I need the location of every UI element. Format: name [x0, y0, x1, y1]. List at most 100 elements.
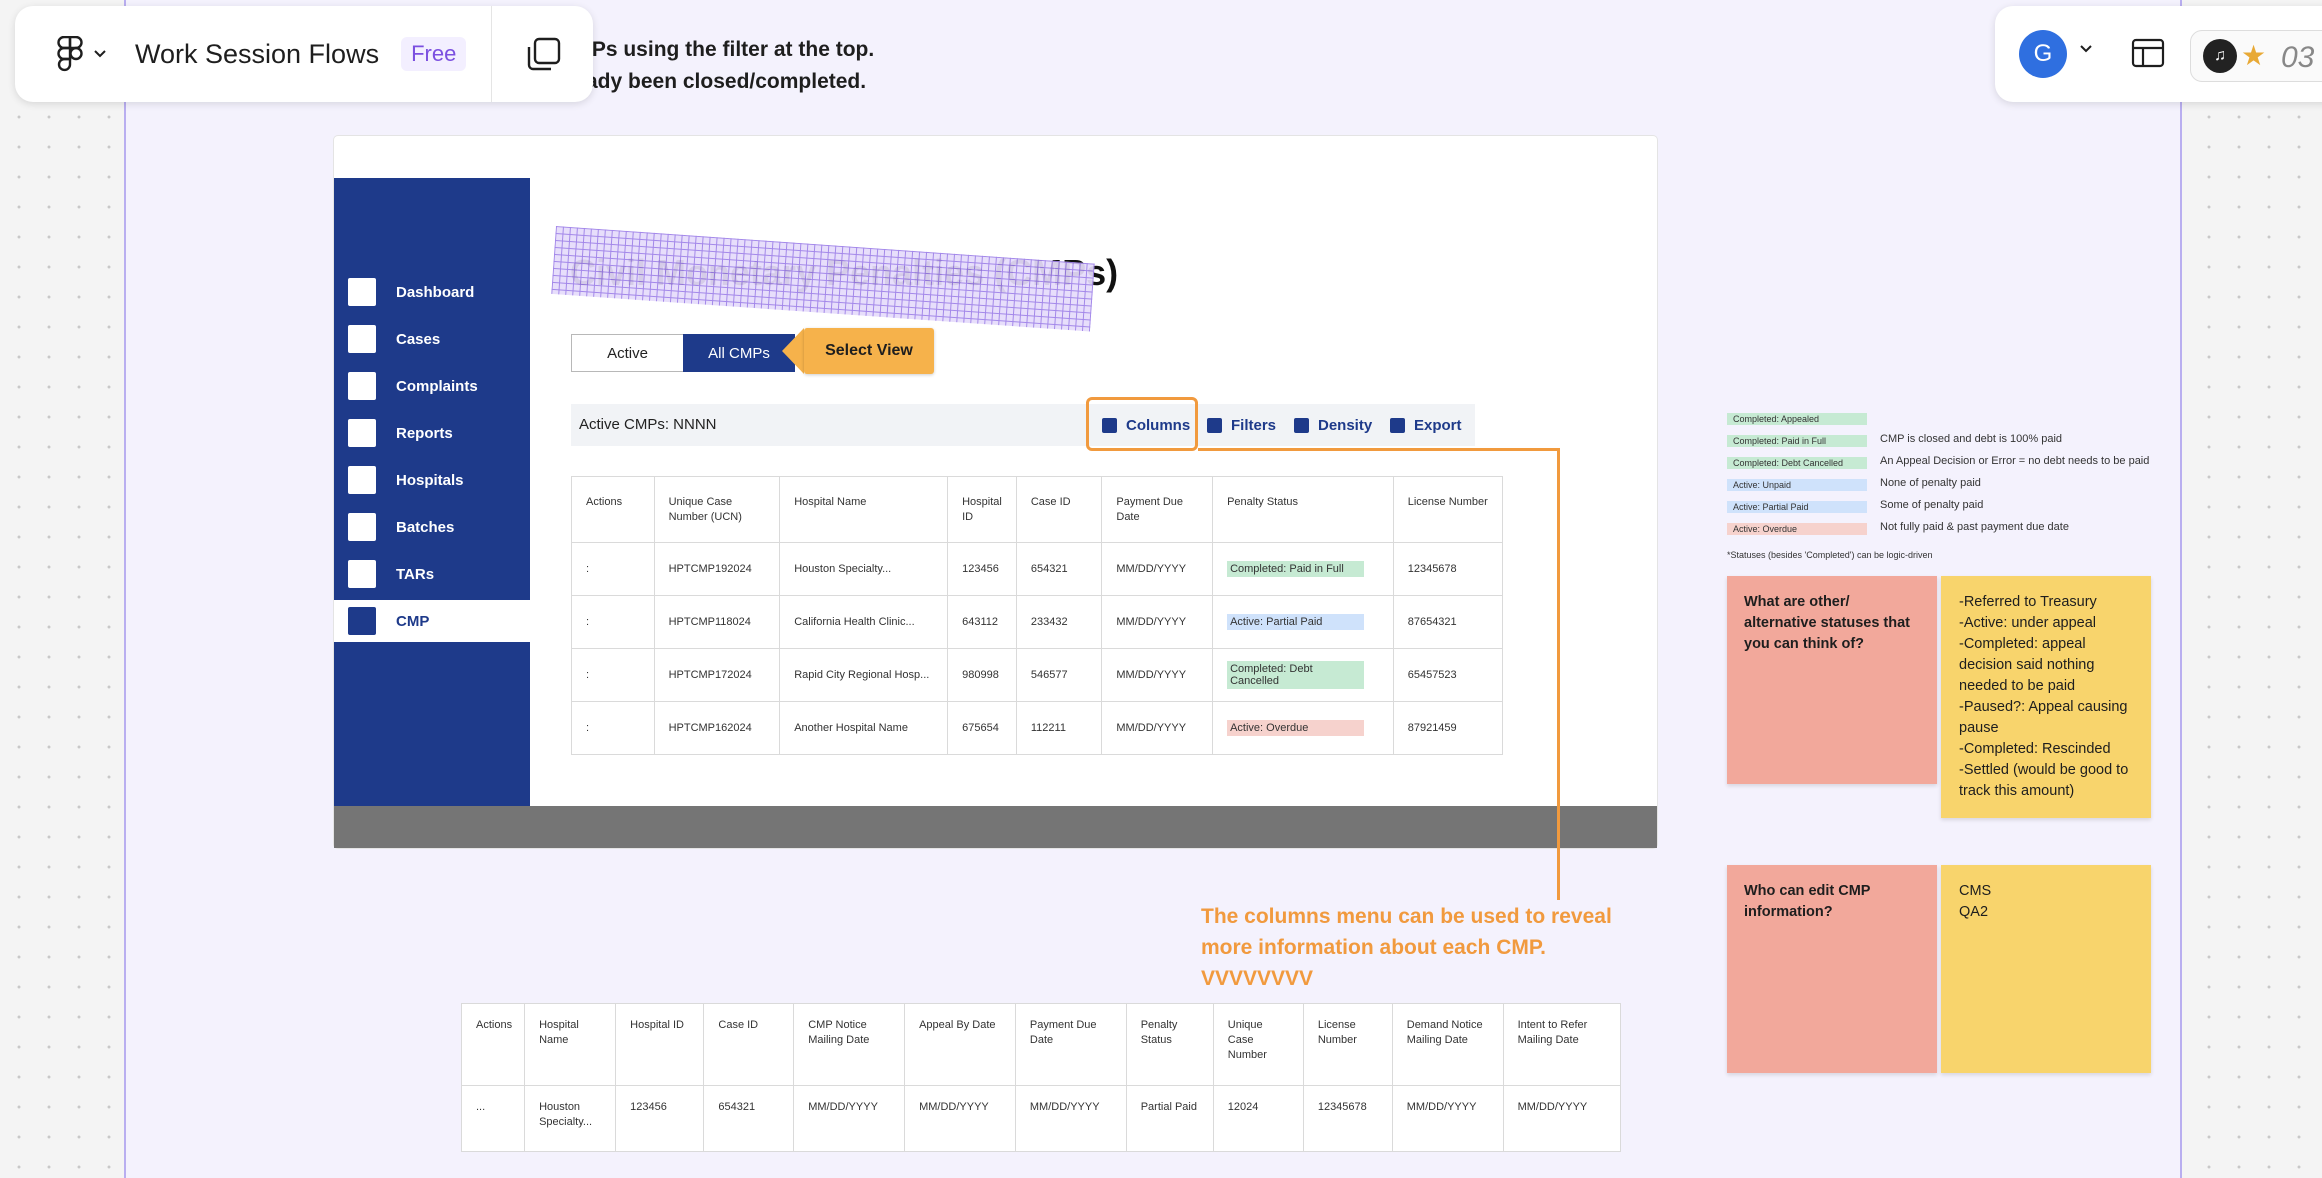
table-row[interactable]: : HPTCMP118024 California Health Clinic.…: [571, 595, 1504, 649]
columns-icon: [1102, 417, 1117, 433]
callout-arrow: [782, 328, 804, 374]
table-cell: Partial Paid: [1125, 1085, 1214, 1152]
case-id-cell: 654321: [1015, 542, 1103, 596]
filters-button[interactable]: Filters: [1207, 404, 1276, 446]
column-header[interactable]: Hospital ID: [615, 1003, 705, 1086]
table-row[interactable]: ... Houston Specialty... 123456 654321 M…: [460, 1085, 1622, 1152]
user-avatar[interactable]: G: [2019, 30, 2067, 78]
legend-chip: Completed: Debt Cancelled: [1727, 457, 1867, 469]
row-actions-menu[interactable]: :: [571, 595, 655, 649]
export-button[interactable]: Export: [1390, 404, 1462, 446]
column-header[interactable]: Case ID: [1015, 476, 1103, 543]
row-actions-menu[interactable]: ...: [460, 1085, 526, 1152]
sticky-note-answer[interactable]: -Referred to Treasury -Active: under app…: [1941, 576, 2151, 818]
app-footer-bar: [334, 806, 1657, 848]
file-title[interactable]: Work Session Flows: [135, 38, 380, 69]
sidebar-item-cases[interactable]: Cases: [334, 318, 530, 360]
column-header[interactable]: Unique Case Number: [1212, 1003, 1304, 1086]
sidebar-item-cmp[interactable]: CMP: [334, 600, 530, 642]
hospitals-icon: [348, 466, 376, 494]
column-header[interactable]: Penalty Status: [1212, 476, 1394, 543]
column-header[interactable]: License Number: [1392, 476, 1504, 543]
sticky-note-answer[interactable]: CMS QA2: [1941, 865, 2151, 1073]
columns-button[interactable]: Columns: [1102, 404, 1190, 446]
filters-label: Filters: [1231, 416, 1277, 434]
hospital-cell: Another Hospital Name: [779, 701, 949, 755]
hospital-cell: Houston Specialty...: [779, 542, 949, 596]
sidebar-item-label: Cases: [396, 330, 441, 348]
density-icon: [1294, 417, 1309, 433]
columns-label: Columns: [1126, 416, 1191, 434]
column-header[interactable]: Payment Due Date: [1014, 1003, 1127, 1086]
layout-icon[interactable]: [2131, 38, 2165, 68]
hospital-id-cell: 643112: [947, 595, 1017, 649]
license-cell: 12345678: [1392, 542, 1504, 596]
plan-badge[interactable]: Free: [401, 37, 467, 71]
column-header[interactable]: Appeal By Date: [904, 1003, 1016, 1086]
row-actions-menu[interactable]: :: [571, 542, 655, 596]
column-header[interactable]: Hospital Name: [524, 1003, 617, 1086]
legend-description: Not fully paid & past payment due date: [1880, 521, 2069, 533]
table-cell: MM/DD/YYYY: [1391, 1085, 1504, 1152]
density-button[interactable]: Density: [1294, 404, 1372, 446]
column-header[interactable]: Case ID: [703, 1003, 795, 1086]
column-header[interactable]: Hospital Name: [779, 476, 949, 543]
sidebar-item-reports[interactable]: Reports: [334, 412, 530, 454]
column-header[interactable]: CMP Notice Mailing Date: [793, 1003, 906, 1086]
table-row[interactable]: : HPTCMP162024 Another Hospital Name 675…: [571, 701, 1504, 755]
legend-item: Completed: Appealed: [1727, 413, 1867, 425]
row-actions-menu[interactable]: :: [571, 701, 655, 755]
table-cell: 12345678: [1302, 1085, 1393, 1152]
expanded-columns-table: Actions Hospital Name Hospital ID Case I…: [460, 1003, 1622, 1152]
legend-chip: Active: Overdue: [1727, 523, 1867, 535]
status-badge: Completed: Paid in Full: [1227, 561, 1365, 577]
sidebar-item-complaints[interactable]: Complaints: [334, 365, 530, 407]
file-toolbar: Work Session Flows Free: [15, 6, 593, 102]
sidebar-item-label: Dashboard: [396, 283, 475, 301]
column-header[interactable]: Actions: [460, 1003, 526, 1086]
chevron-down-icon[interactable]: [2079, 44, 2093, 54]
sidebar-item-batches[interactable]: Batches: [334, 506, 530, 548]
sidebar-item-label: Complaints: [396, 377, 478, 395]
legend-chip: Active: Partial Paid: [1727, 501, 1867, 513]
pages-button[interactable]: [512, 6, 576, 102]
sidebar-item-label: TARs: [396, 565, 435, 583]
column-header[interactable]: Intent to Refer Mailing Date: [1502, 1003, 1622, 1086]
connector-line: [1198, 448, 1560, 451]
sticky-note-question[interactable]: What are other/ alternative statuses tha…: [1727, 576, 1937, 784]
sidebar-item-tars[interactable]: TARs: [334, 553, 530, 595]
collab-toolbar: G ♫ ★ 03: [1995, 6, 2322, 102]
column-header[interactable]: Demand Notice Mailing Date: [1391, 1003, 1504, 1086]
license-cell: 87654321: [1392, 595, 1504, 649]
main-menu-button[interactable]: [47, 6, 117, 102]
row-actions-menu[interactable]: :: [571, 648, 655, 702]
music-note-icon: ♫: [2203, 39, 2237, 73]
spotify-widget[interactable]: ♫ ★ 03: [2190, 30, 2322, 82]
tars-icon: [348, 560, 376, 588]
sidebar-item-dashboard[interactable]: Dashboard: [334, 271, 530, 313]
table-header-row: Actions Hospital Name Hospital ID Case I…: [460, 1003, 1622, 1086]
column-header[interactable]: Payment Due Date: [1101, 476, 1214, 543]
column-header[interactable]: Hospital ID: [947, 476, 1017, 543]
table-cell: Houston Specialty...: [524, 1085, 617, 1152]
status-badge: Completed: Debt Cancelled: [1227, 661, 1365, 689]
tab-all-cmps[interactable]: All CMPs: [683, 334, 795, 372]
column-header[interactable]: License Number: [1302, 1003, 1393, 1086]
hospital-id-cell: 123456: [947, 542, 1017, 596]
sidebar-item-hospitals[interactable]: Hospitals: [334, 459, 530, 501]
figma-logo-icon: [57, 36, 83, 72]
sidebar-item-label: CMP: [396, 612, 430, 630]
sticky-note-question[interactable]: Who can edit CMP information?: [1727, 865, 1937, 1073]
due-date-cell: MM/DD/YYYY: [1101, 701, 1214, 755]
ucn-cell: HPTCMP172024: [653, 648, 781, 702]
filters-icon: [1207, 417, 1222, 433]
legend-item: Active: Unpaid: [1727, 479, 1867, 491]
hospital-cell: Rapid City Regional Hosp...: [779, 648, 949, 702]
column-header[interactable]: Actions: [571, 476, 655, 543]
tab-active[interactable]: Active: [571, 334, 683, 372]
column-header[interactable]: Penalty Status: [1125, 1003, 1214, 1086]
column-header[interactable]: Unique Case Number (UCN): [653, 476, 781, 543]
legend-chip: Completed: Paid in Full: [1727, 435, 1867, 447]
table-row[interactable]: : HPTCMP172024 Rapid City Regional Hosp.…: [571, 648, 1504, 702]
table-row[interactable]: : HPTCMP192024 Houston Specialty... 1234…: [571, 542, 1504, 596]
